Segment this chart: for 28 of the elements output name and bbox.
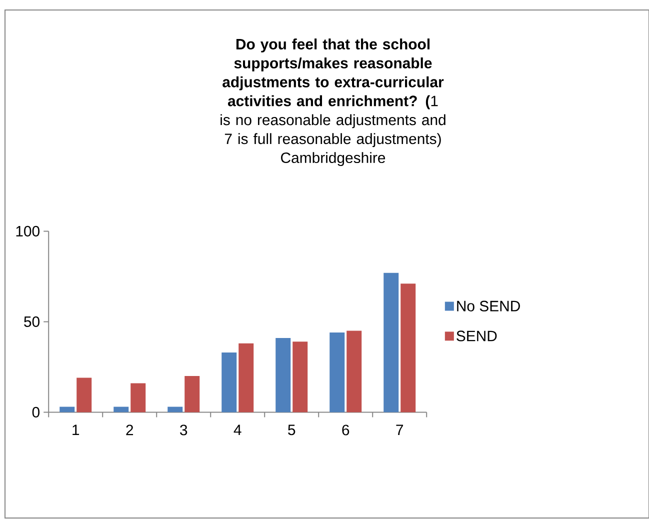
bar bbox=[222, 352, 237, 412]
bar bbox=[60, 406, 75, 412]
bar bbox=[76, 378, 92, 412]
legend-label: SEND bbox=[456, 330, 497, 342]
x-tick-label: 5 bbox=[288, 424, 296, 436]
bar bbox=[114, 406, 129, 412]
chart-title: Do you feel that the school supports/makes reasonable adjustments to extra-curricular activities and enrichment? (1 is no reasonable adjustments and 7 is full reasonable adjustments) bbox=[220, 38, 446, 148]
y-tick-label: 50 bbox=[24, 316, 40, 327]
x-tick-label: 6 bbox=[342, 424, 350, 436]
bar bbox=[346, 330, 362, 412]
x-tick-label: 2 bbox=[126, 424, 134, 436]
bar bbox=[292, 342, 308, 412]
bar bbox=[168, 406, 183, 412]
chart-subtitle: Cambridgeshire bbox=[281, 152, 386, 166]
bar bbox=[384, 272, 399, 412]
x-tick-label: 7 bbox=[396, 424, 404, 435]
y-tick-label: 100 bbox=[16, 226, 40, 236]
x-tick-label: 3 bbox=[180, 424, 188, 436]
bar bbox=[184, 376, 200, 412]
bar bbox=[276, 338, 291, 412]
bar bbox=[130, 383, 146, 412]
bar bbox=[330, 332, 345, 412]
bar bbox=[238, 343, 254, 412]
legend-label: No SEND bbox=[457, 300, 520, 312]
x-tick-label: 4 bbox=[234, 424, 242, 435]
bar bbox=[400, 284, 416, 412]
x-tick-label: 1 bbox=[72, 424, 80, 435]
y-tick-label: 0 bbox=[32, 406, 40, 418]
